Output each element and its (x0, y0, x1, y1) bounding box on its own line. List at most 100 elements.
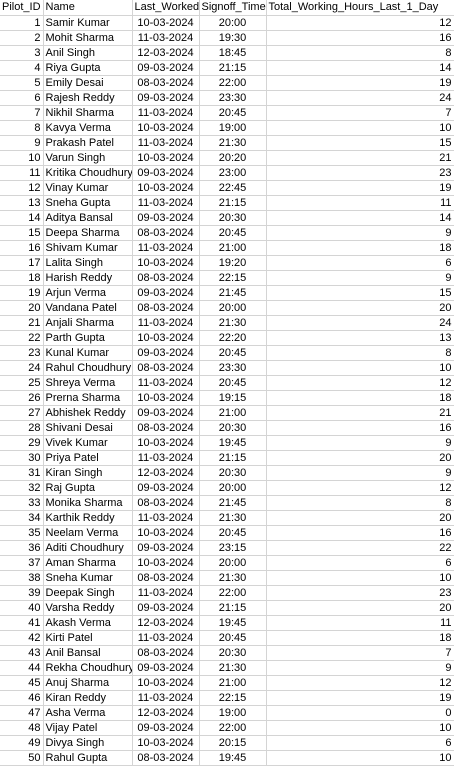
cell-total-hours[interactable]: 18 (266, 391, 454, 406)
cell-pilot-id[interactable]: 28 (0, 421, 43, 436)
cell-name[interactable]: Anil Bansal (43, 646, 132, 661)
cell-signoff-time[interactable]: 22:00 (199, 586, 266, 601)
cell-last-worked[interactable]: 09-03-2024 (132, 346, 199, 361)
cell-total-hours[interactable]: 6 (266, 556, 454, 571)
cell-pilot-id[interactable]: 40 (0, 601, 43, 616)
cell-total-hours[interactable]: 9 (266, 466, 454, 481)
cell-signoff-time[interactable]: 20:30 (199, 466, 266, 481)
cell-last-worked[interactable]: 08-03-2024 (132, 751, 199, 766)
cell-total-hours[interactable]: 10 (266, 571, 454, 586)
cell-name[interactable]: Anjali Sharma (43, 316, 132, 331)
cell-total-hours[interactable]: 14 (266, 61, 454, 76)
cell-total-hours[interactable]: 9 (266, 226, 454, 241)
cell-pilot-id[interactable]: 27 (0, 406, 43, 421)
cell-pilot-id[interactable]: 2 (0, 31, 43, 46)
cell-last-worked[interactable]: 10-03-2024 (132, 556, 199, 571)
cell-pilot-id[interactable]: 48 (0, 721, 43, 736)
cell-signoff-time[interactable]: 20:00 (199, 301, 266, 316)
header-cell-signoff-time[interactable]: Signoff_Time (199, 0, 266, 16)
cell-last-worked[interactable]: 10-03-2024 (132, 436, 199, 451)
cell-pilot-id[interactable]: 31 (0, 466, 43, 481)
cell-total-hours[interactable]: 24 (266, 91, 454, 106)
cell-signoff-time[interactable]: 22:00 (199, 76, 266, 91)
cell-name[interactable]: Deepak Singh (43, 586, 132, 601)
cell-total-hours[interactable]: 23 (266, 166, 454, 181)
cell-name[interactable]: Mohit Sharma (43, 31, 132, 46)
cell-name[interactable]: Asha Verma (43, 706, 132, 721)
cell-signoff-time[interactable]: 20:45 (199, 526, 266, 541)
cell-signoff-time[interactable]: 21:45 (199, 286, 266, 301)
cell-total-hours[interactable]: 10 (266, 121, 454, 136)
cell-last-worked[interactable]: 09-03-2024 (132, 61, 199, 76)
cell-pilot-id[interactable]: 49 (0, 736, 43, 751)
cell-pilot-id[interactable]: 22 (0, 331, 43, 346)
cell-signoff-time[interactable]: 23:15 (199, 541, 266, 556)
cell-pilot-id[interactable]: 30 (0, 451, 43, 466)
cell-signoff-time[interactable]: 23:30 (199, 91, 266, 106)
cell-total-hours[interactable]: 9 (266, 661, 454, 676)
cell-name[interactable]: Vinay Kumar (43, 181, 132, 196)
cell-signoff-time[interactable]: 19:20 (199, 256, 266, 271)
cell-last-worked[interactable]: 11-03-2024 (132, 511, 199, 526)
cell-signoff-time[interactable]: 21:00 (199, 676, 266, 691)
cell-signoff-time[interactable]: 21:00 (199, 241, 266, 256)
cell-pilot-id[interactable]: 32 (0, 481, 43, 496)
cell-last-worked[interactable]: 08-03-2024 (132, 646, 199, 661)
cell-pilot-id[interactable]: 29 (0, 436, 43, 451)
cell-signoff-time[interactable]: 19:00 (199, 121, 266, 136)
cell-pilot-id[interactable]: 43 (0, 646, 43, 661)
cell-total-hours[interactable]: 16 (266, 526, 454, 541)
cell-last-worked[interactable]: 10-03-2024 (132, 526, 199, 541)
cell-name[interactable]: Lalita Singh (43, 256, 132, 271)
cell-signoff-time[interactable]: 19:45 (199, 751, 266, 766)
cell-last-worked[interactable]: 10-03-2024 (132, 121, 199, 136)
cell-signoff-time[interactable]: 20:45 (199, 376, 266, 391)
cell-total-hours[interactable]: 20 (266, 301, 454, 316)
cell-pilot-id[interactable]: 41 (0, 616, 43, 631)
cell-name[interactable]: Harish Reddy (43, 271, 132, 286)
cell-total-hours[interactable]: 14 (266, 211, 454, 226)
cell-total-hours[interactable]: 20 (266, 451, 454, 466)
cell-signoff-time[interactable]: 22:15 (199, 271, 266, 286)
cell-name[interactable]: Priya Patel (43, 451, 132, 466)
cell-name[interactable]: Monika Sharma (43, 496, 132, 511)
cell-name[interactable]: Deepa Sharma (43, 226, 132, 241)
cell-name[interactable]: Anuj Sharma (43, 676, 132, 691)
cell-pilot-id[interactable]: 15 (0, 226, 43, 241)
header-cell-last-worked[interactable]: Last_Worked (132, 0, 199, 16)
cell-last-worked[interactable]: 09-03-2024 (132, 166, 199, 181)
cell-name[interactable]: Kirti Patel (43, 631, 132, 646)
cell-pilot-id[interactable]: 39 (0, 586, 43, 601)
cell-name[interactable]: Samir Kumar (43, 16, 132, 31)
cell-total-hours[interactable]: 15 (266, 286, 454, 301)
cell-pilot-id[interactable]: 36 (0, 541, 43, 556)
cell-name[interactable]: Akash Verma (43, 616, 132, 631)
cell-name[interactable]: Neelam Verma (43, 526, 132, 541)
header-cell-name[interactable]: Name (43, 0, 132, 16)
cell-pilot-id[interactable]: 16 (0, 241, 43, 256)
cell-total-hours[interactable]: 6 (266, 736, 454, 751)
cell-total-hours[interactable]: 12 (266, 676, 454, 691)
cell-total-hours[interactable]: 12 (266, 16, 454, 31)
cell-total-hours[interactable]: 10 (266, 361, 454, 376)
cell-total-hours[interactable]: 20 (266, 601, 454, 616)
cell-name[interactable]: Rajesh Reddy (43, 91, 132, 106)
cell-signoff-time[interactable]: 20:30 (199, 211, 266, 226)
cell-signoff-time[interactable]: 20:45 (199, 631, 266, 646)
cell-name[interactable]: Kritika Choudhury (43, 166, 132, 181)
cell-signoff-time[interactable]: 20:00 (199, 481, 266, 496)
cell-signoff-time[interactable]: 20:00 (199, 556, 266, 571)
cell-pilot-id[interactable]: 4 (0, 61, 43, 76)
cell-last-worked[interactable]: 08-03-2024 (132, 76, 199, 91)
cell-name[interactable]: Rahul Choudhury (43, 361, 132, 376)
cell-total-hours[interactable]: 21 (266, 406, 454, 421)
cell-name[interactable]: Arjun Verma (43, 286, 132, 301)
cell-last-worked[interactable]: 11-03-2024 (132, 451, 199, 466)
cell-name[interactable]: Aman Sharma (43, 556, 132, 571)
cell-last-worked[interactable]: 09-03-2024 (132, 661, 199, 676)
cell-total-hours[interactable]: 20 (266, 511, 454, 526)
cell-last-worked[interactable]: 08-03-2024 (132, 226, 199, 241)
cell-name[interactable]: Rekha Choudhury (43, 661, 132, 676)
cell-last-worked[interactable]: 10-03-2024 (132, 151, 199, 166)
cell-total-hours[interactable]: 12 (266, 481, 454, 496)
